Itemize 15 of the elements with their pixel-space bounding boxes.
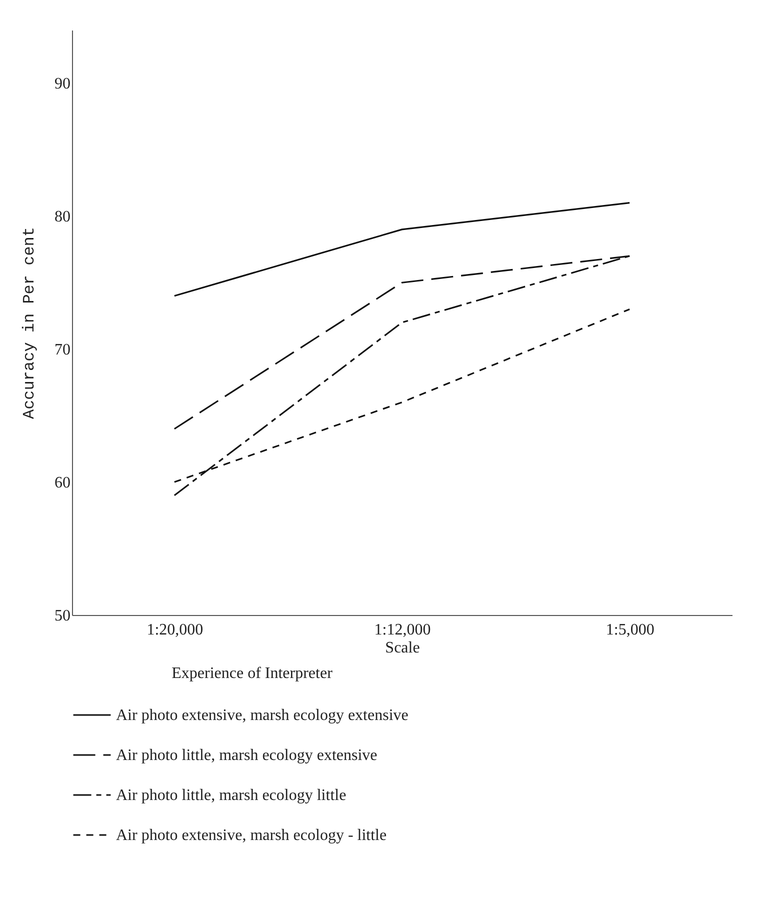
y-tick-label: 50 [54,608,70,624]
legend-label: Air photo little, marsh ecology extensive [116,747,378,764]
legend-title: Experience of Interpreter [172,665,334,682]
x-tick-label: 1:12,000 [374,622,431,638]
y-axis-title: Accuracy in Per cent [20,226,38,420]
legend-label: Air photo extensive, marsh ecology extensive [116,707,408,724]
x-tick-label: 1:20,000 [146,622,204,638]
y-tick-label: 80 [54,208,70,226]
legend-label: Air photo extensive, marsh ecology - little [116,827,387,844]
legend-label: Air photo little, marsh ecology little [116,787,346,804]
y-tick-label: 70 [54,342,70,359]
x-tick-label: 1:5,000 [606,622,654,638]
x-axis-title: Scale [385,640,420,656]
y-tick-label: 60 [54,474,70,492]
y-tick-label: 90 [54,76,70,93]
